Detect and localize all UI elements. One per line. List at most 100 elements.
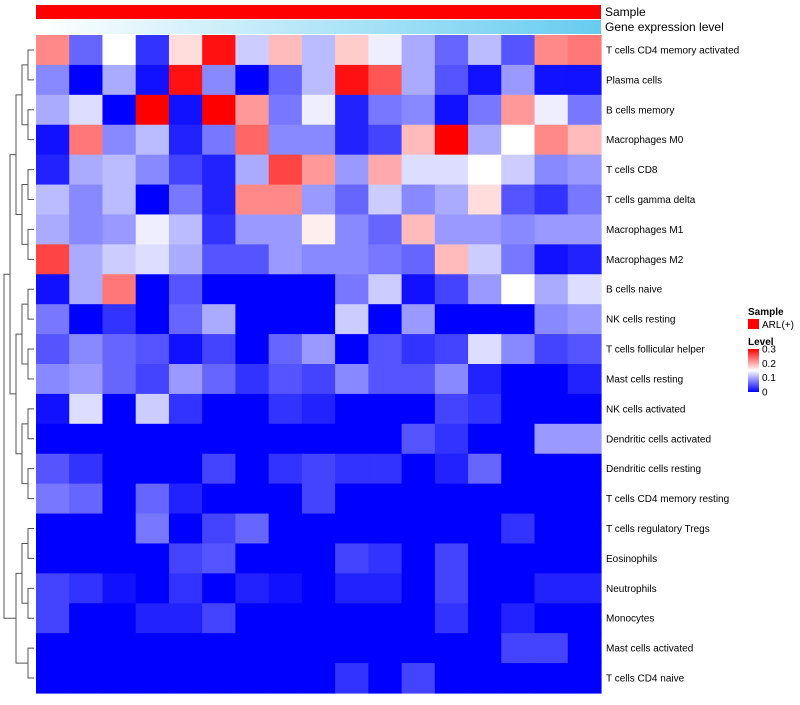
heatmap-cell <box>401 453 436 485</box>
heatmap-cell <box>168 543 203 574</box>
heatmap-cell <box>268 633 303 664</box>
heatmap-cell <box>69 274 104 305</box>
heatmap-cell <box>301 124 336 156</box>
heatmap-cell <box>567 573 602 604</box>
heatmap-cell <box>36 513 70 545</box>
heatmap-cell <box>567 274 602 305</box>
heatmap-cell <box>534 154 569 186</box>
heatmap-cell <box>368 334 403 365</box>
heatmap-cell <box>168 94 203 126</box>
heatmap-cell <box>202 64 237 96</box>
heatmap-cell <box>168 124 203 156</box>
heatmap-cell <box>69 483 104 515</box>
heatmap-cell <box>102 244 137 275</box>
heatmap-cell <box>368 453 403 485</box>
heatmap-cell <box>268 64 303 96</box>
row-label: B cells naive <box>606 285 663 296</box>
heatmap-cell <box>368 513 403 545</box>
heatmap-cell <box>235 124 270 156</box>
gene-expression-annotation-label: Gene expression level <box>605 20 724 34</box>
heatmap-cell <box>202 244 237 275</box>
heatmap-cell <box>301 334 336 365</box>
heatmap-cell <box>534 274 569 305</box>
heatmap-cell <box>501 214 536 245</box>
heatmap-cell <box>168 35 203 66</box>
heatmap-cell <box>268 393 303 425</box>
heatmap-cell <box>434 513 469 545</box>
heatmap-cell <box>534 364 569 395</box>
heatmap-cell <box>69 304 104 335</box>
heatmap-cell <box>434 244 469 275</box>
heatmap-cell <box>501 573 536 604</box>
heatmap-cell <box>501 633 536 664</box>
heatmap-cell <box>168 573 203 604</box>
heatmap-cell <box>335 513 369 545</box>
heatmap-cell <box>36 64 70 96</box>
heatmap-cell <box>69 334 104 365</box>
heatmap-cell <box>368 244 403 275</box>
heatmap-cell <box>135 633 170 664</box>
heatmap-cell <box>301 663 336 694</box>
heatmap-cell <box>567 364 602 395</box>
row-label: NK cells resting <box>606 315 675 326</box>
dendrogram-branch <box>27 587 34 619</box>
heatmap-cell <box>434 124 469 156</box>
heatmap-cell <box>102 423 137 455</box>
heatmap-cell <box>401 124 436 156</box>
heatmap-cell <box>301 364 336 395</box>
heatmap-cell <box>135 453 170 485</box>
heatmap-cell <box>534 573 569 604</box>
heatmap-cell <box>135 603 170 634</box>
heatmap-cell <box>401 94 436 126</box>
heatmap-cell <box>335 35 369 66</box>
heatmap-cell <box>36 35 70 66</box>
heatmap-cell <box>202 364 237 395</box>
heatmap-cell <box>401 423 436 455</box>
heatmap-cell <box>69 573 104 604</box>
row-label: Macrophages M0 <box>606 135 684 146</box>
heatmap-cell <box>235 543 270 574</box>
heatmap-cell <box>168 633 203 664</box>
heatmap-cell <box>301 274 336 305</box>
dendrogram-branch <box>21 542 28 604</box>
row-label: T cells follicular helper <box>606 345 705 356</box>
heatmap-cell <box>69 453 104 485</box>
legend-level-tick: 0.2 <box>762 359 776 370</box>
heatmap-cell <box>235 154 270 186</box>
heatmap-cell <box>468 423 502 455</box>
heatmap-cell <box>534 543 569 574</box>
heatmap-cell <box>434 334 469 365</box>
heatmap-cell <box>567 184 602 216</box>
heatmap-cell <box>301 304 336 335</box>
heatmap-cell <box>268 184 303 216</box>
heatmap-cell <box>534 423 569 455</box>
heatmap-cell <box>434 663 469 694</box>
heatmap-cell <box>102 393 137 425</box>
legend-level-tick: 0 <box>762 388 768 399</box>
heatmap-cell <box>468 35 502 66</box>
heatmap-cell <box>501 64 536 96</box>
heatmap-cell <box>368 304 403 335</box>
heatmap-cell <box>534 304 569 335</box>
heatmap-cell <box>567 423 602 455</box>
heatmap-cell <box>36 184 70 216</box>
heatmap-cell <box>401 214 436 245</box>
heatmap-cell <box>36 663 70 694</box>
heatmap-cell <box>69 633 104 664</box>
legend-sample-swatch <box>748 319 759 329</box>
heatmap-cell <box>268 453 303 485</box>
heatmap-cell <box>135 334 170 365</box>
heatmap-cell <box>102 483 137 515</box>
heatmap-cell <box>135 364 170 395</box>
heatmap-cell <box>401 274 436 305</box>
heatmap-cell <box>534 124 569 156</box>
heatmap-cell <box>69 64 104 96</box>
heatmap-cell <box>301 184 336 216</box>
heatmap-cell <box>468 304 502 335</box>
heatmap-cell <box>501 244 536 275</box>
heatmap-cell <box>468 543 502 574</box>
heatmap-cell <box>501 334 536 365</box>
heatmap-cell <box>368 393 403 425</box>
row-label: Eosinophils <box>606 554 657 565</box>
